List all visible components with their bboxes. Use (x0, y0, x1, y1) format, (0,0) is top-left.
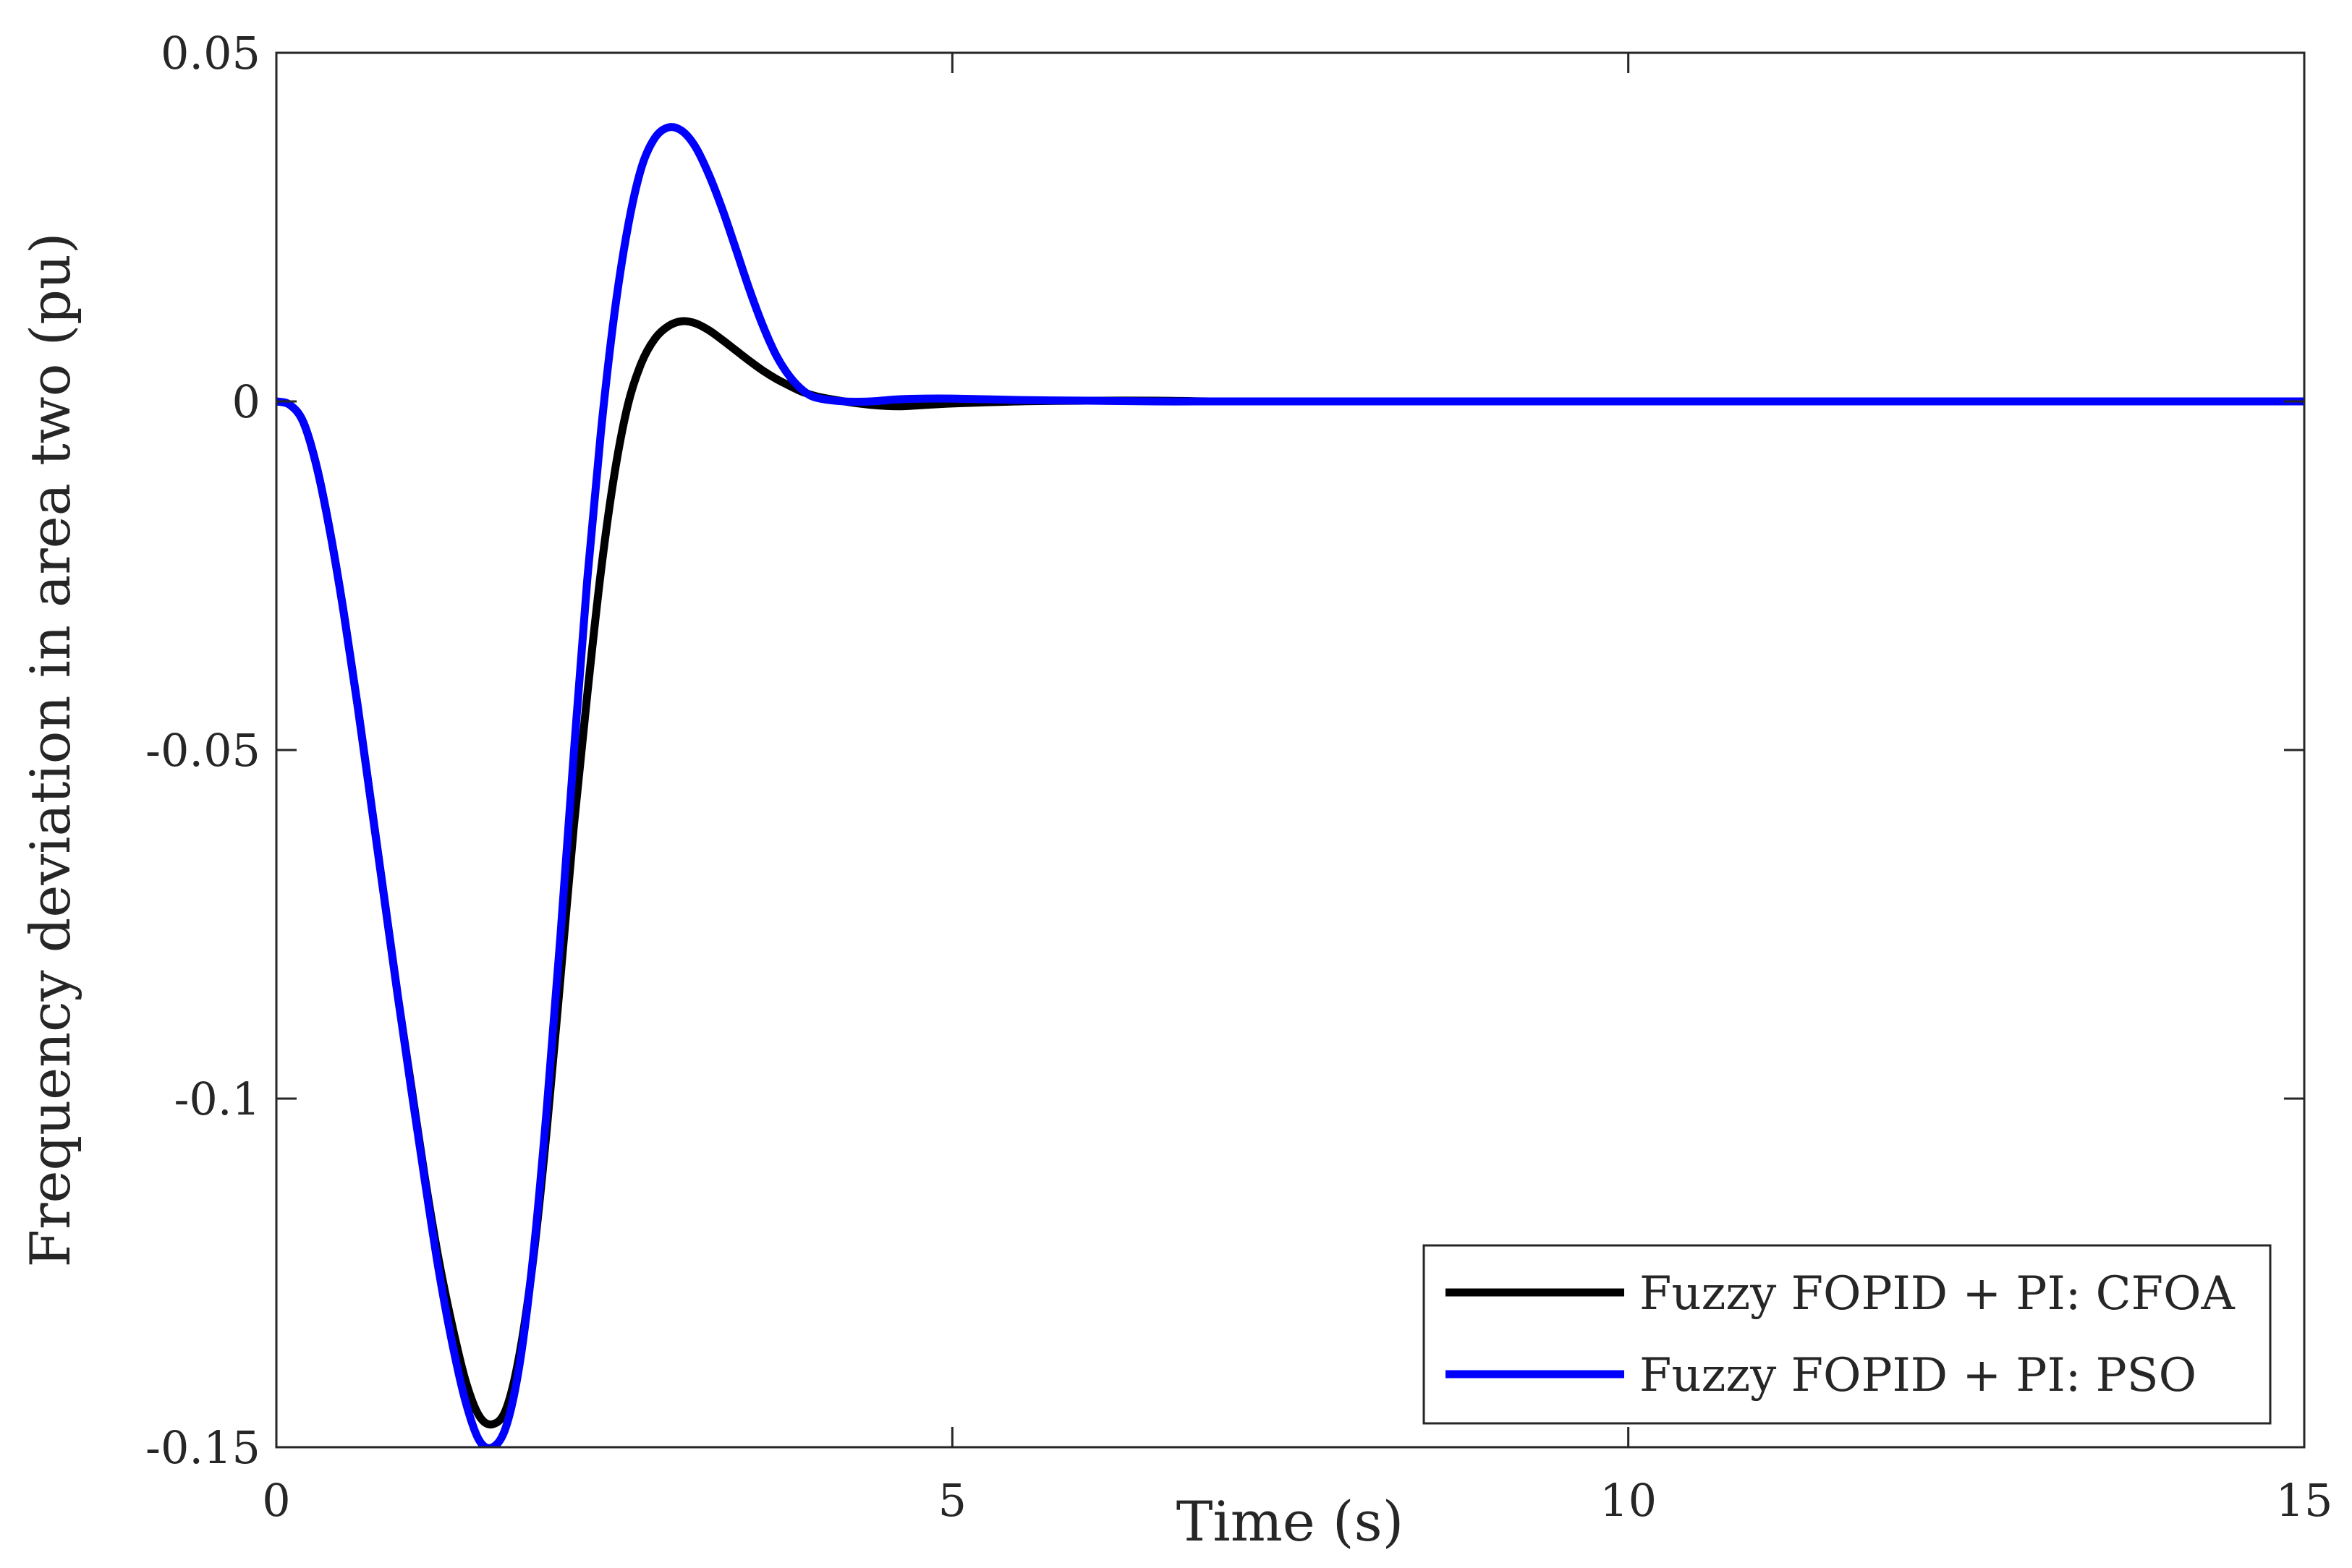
y-tick-label: -0.15 (145, 1421, 260, 1474)
x-tick-label: 0 (262, 1474, 290, 1527)
ticks-layer: 0 5 10 15 -0.15 -0.1 -0.05 0 0.05 (145, 27, 2332, 1527)
series-line-1 (276, 123, 2304, 1447)
y-tick-label: 0 (232, 375, 260, 428)
legend: Fuzzy FOPID + PI: CFOA Fuzzy FOPID + PI:… (1422, 1244, 2272, 1425)
legend-label-cfoa: Fuzzy FOPID + PI: CFOA (1639, 1267, 2236, 1321)
x-tick-label: 10 (1600, 1474, 1657, 1527)
y-axis-title: Frequency deviation in area two (pu) (18, 232, 82, 1267)
series-layer (276, 123, 2304, 1447)
x-axis-title: Time (s) (1176, 1489, 1404, 1554)
x-tick-label: 5 (938, 1474, 967, 1527)
legend-box (1422, 1244, 2272, 1425)
legend-label-pso: Fuzzy FOPID + PI: PSO (1639, 1349, 2196, 1402)
y-tick-label: -0.05 (145, 724, 260, 777)
y-tick-label: -0.1 (174, 1073, 260, 1125)
y-tick-label: 0.05 (161, 27, 260, 80)
x-tick-label: 15 (2276, 1474, 2333, 1527)
